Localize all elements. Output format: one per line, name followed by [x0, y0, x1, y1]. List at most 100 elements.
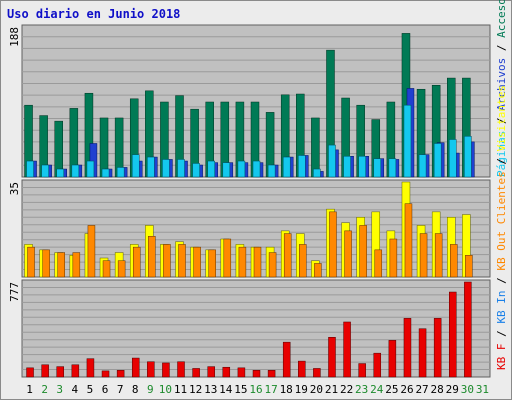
bar-kb-out: [117, 260, 126, 278]
bar-hits: [388, 158, 397, 178]
bar-kb-out: [268, 252, 277, 278]
bar-kb-out: [465, 255, 473, 278]
bar-kb-out: [163, 244, 171, 278]
bar-kb-out: [223, 238, 232, 278]
bar-kb-f: [26, 367, 34, 378]
bar-kb-out: [359, 225, 367, 278]
bar-hits: [433, 143, 442, 178]
bar-visits: [54, 120, 63, 178]
bar-hits: [222, 162, 231, 178]
bar-kb-f: [449, 291, 457, 378]
x-tick-label: 14: [219, 383, 233, 396]
bar-hits: [282, 156, 291, 178]
bar-kb-f: [177, 361, 185, 378]
x-tick-label: 8: [132, 383, 139, 396]
bar-hits: [177, 159, 185, 178]
bar-kb-out: [27, 246, 35, 278]
bar-hits: [373, 158, 382, 178]
bar-kb-out: [344, 230, 352, 278]
x-tick-label: 23: [355, 383, 368, 396]
x-tick-label: 30: [461, 383, 474, 396]
bar-hits: [101, 168, 110, 178]
bar-kb-f: [71, 364, 80, 378]
bar-hits: [449, 139, 457, 178]
bar-kb-f: [237, 367, 246, 378]
bar-kb-f: [252, 370, 261, 378]
bar-kb-f: [131, 357, 140, 378]
bar-hits: [464, 136, 472, 178]
bar-hits: [26, 160, 34, 178]
bar-hits: [403, 104, 412, 178]
x-tick-label: 12: [189, 383, 202, 396]
bar-hits: [162, 159, 170, 178]
bar-hits: [267, 164, 276, 178]
bar-kb-f: [86, 358, 95, 378]
x-tick-label: 2: [41, 383, 48, 396]
bar-hits: [131, 154, 140, 178]
bar-kb-f: [162, 362, 170, 378]
bar-kb-f: [267, 370, 276, 378]
x-tick-label: 28: [431, 383, 444, 396]
bar-kb-out: [314, 263, 322, 278]
x-tick-label: 15: [234, 383, 247, 396]
bar-kb-f: [464, 281, 472, 378]
x-tick-label: 13: [204, 383, 217, 396]
bar-kb-out: [299, 244, 307, 278]
bar-hits: [41, 164, 49, 178]
bar-kb-f: [403, 318, 412, 378]
x-tick-label: 24: [370, 383, 384, 396]
bar-hits: [147, 156, 155, 178]
bar-kb-f: [147, 361, 155, 378]
legend-bottom: KB F / KB In / KB Out Clientes / Visitan…: [495, 85, 508, 370]
bar-kb-out: [178, 244, 186, 278]
bar-kb-out: [329, 211, 337, 278]
x-tick-label: 4: [72, 383, 79, 396]
chart-title: Uso diario en Junio 2018: [7, 7, 181, 21]
plot-area-2: [21, 279, 491, 378]
bar-hits: [192, 163, 200, 178]
bar-hits: [56, 168, 64, 178]
bar-kb-f: [192, 368, 200, 378]
bar-kb-out: [87, 225, 96, 278]
bar-hits: [252, 160, 261, 178]
bar-kb-f: [222, 366, 231, 378]
legend-top: Páginas / Archivos / Accesos: [495, 0, 508, 177]
bar-kb-f: [343, 321, 351, 378]
x-tick-label: 16: [249, 383, 262, 396]
bar-kb-out: [283, 233, 292, 278]
x-tick-label: 5: [87, 383, 94, 396]
bar-hits: [418, 154, 427, 178]
bar-kb-out: [132, 246, 141, 278]
bar-hits: [116, 167, 125, 178]
x-tick-label: 25: [385, 383, 398, 396]
x-tick-label: 10: [159, 383, 172, 396]
bar-kb-f: [41, 364, 49, 378]
bar-kb-f: [358, 363, 366, 378]
bar-kb-f: [388, 340, 397, 378]
x-tick-label: 17: [264, 383, 277, 396]
x-tick-label: 18: [280, 383, 293, 396]
bar-kb-out: [208, 249, 216, 278]
bar-hits: [298, 155, 306, 178]
bar-kb-out: [389, 238, 398, 278]
bar-kb-out: [238, 246, 247, 278]
bar-kb-f: [373, 352, 382, 378]
x-tick-label: 1: [26, 383, 33, 396]
bar-hits: [207, 160, 215, 178]
x-tick-label: 11: [174, 383, 187, 396]
bar-kb-out: [434, 233, 443, 278]
bar-kb-f: [313, 368, 321, 378]
bar-kb-f: [116, 370, 125, 378]
bar-hits: [86, 160, 95, 178]
bar-kb-out: [193, 246, 201, 278]
bar-kb-out: [253, 246, 262, 278]
bar-kb-f: [207, 366, 215, 378]
bar-kb-out: [404, 203, 413, 278]
bar-kb-out: [42, 249, 50, 278]
bar-hits: [328, 144, 336, 178]
x-tick-label: 27: [415, 383, 428, 396]
x-tick-label: 3: [56, 383, 63, 396]
x-tick-label: 26: [400, 383, 413, 396]
bar-visits: [311, 117, 320, 178]
